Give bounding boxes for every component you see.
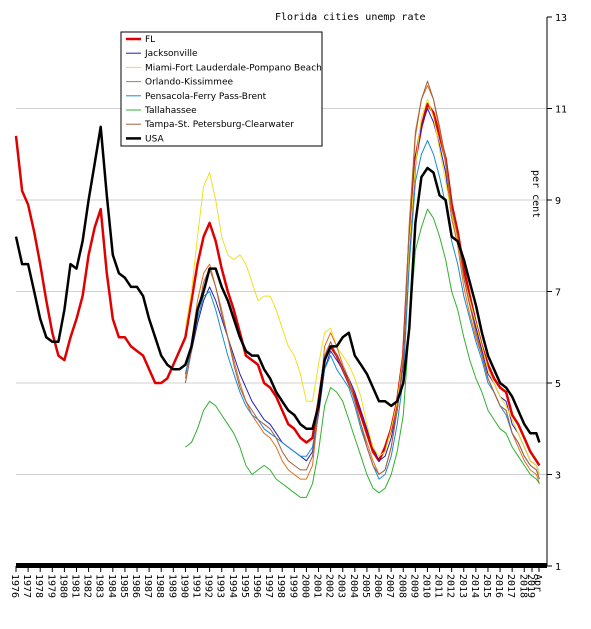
legend-label: Jacksonville xyxy=(144,49,198,59)
plot-series xyxy=(14,80,541,498)
x-tick-label: 2001 xyxy=(312,574,323,598)
x-tick-label: 1982 xyxy=(82,574,93,598)
x-tick-label: 2007 xyxy=(384,574,395,598)
x-tick-label: Apr xyxy=(532,574,543,592)
series-line-tallahassee xyxy=(185,208,540,498)
x-tick-label: 1990 xyxy=(178,574,189,598)
series-line-fl xyxy=(14,102,541,467)
x-tick-label: 1996 xyxy=(251,574,262,598)
x-tick-label: 1986 xyxy=(130,574,141,598)
x-tick-label: 1985 xyxy=(118,574,129,598)
x-axis-bar xyxy=(16,563,547,568)
x-tick-label: 1977 xyxy=(21,574,32,598)
x-tick-label: 2018 xyxy=(517,574,528,598)
x-tick-label: 2012 xyxy=(445,574,456,598)
legend: FL Jacksonville Miami-Fort Lauderdale-Pomp… xyxy=(120,31,323,147)
x-tick-label: 2009 xyxy=(408,574,419,598)
x-tick-label: 1983 xyxy=(94,574,105,598)
x-tick-label: 1988 xyxy=(154,574,165,598)
x-tick-label: 1992 xyxy=(203,574,214,598)
legend-label: Tallahassee xyxy=(144,106,197,116)
y-tick-label: 11 xyxy=(555,105,567,116)
x-tick-label: 2017 xyxy=(505,574,516,598)
x-tick-label: 1979 xyxy=(45,574,56,598)
y-tick-label: 1 xyxy=(555,562,561,573)
legend-label: FL xyxy=(145,35,155,45)
legend-label: Tampa-St. Petersburg-Clearwater xyxy=(144,120,294,130)
x-tick-label: 1993 xyxy=(215,574,226,598)
series-line-jacksonville xyxy=(184,108,540,475)
x-tick-label: 1989 xyxy=(166,574,177,598)
x-tick-label: 2019 xyxy=(525,574,536,598)
x-tick-label: 1976 xyxy=(9,574,20,598)
x-tick-label: 1978 xyxy=(33,574,44,598)
x-tick-label: 1999 xyxy=(287,574,298,598)
legend-label: Miami-Fort Lauderdale-Pompano Beach xyxy=(145,63,322,73)
x-tick-label: 2004 xyxy=(348,574,359,598)
x-axis-ticks: 1976 1977 1978 1979 1980 1981 1982 1983 1984 1985… xyxy=(9,566,543,598)
x-tick-label: 2013 xyxy=(457,574,468,598)
series-line-miami-fort-lauderdale-pompano-beach xyxy=(184,98,540,475)
y-tick-label: 3 xyxy=(555,471,561,482)
legend-label: USA xyxy=(145,134,164,144)
x-tick-label: 1994 xyxy=(227,574,238,598)
x-tick-label: 2005 xyxy=(360,574,371,598)
chart-title: Florida cities unemp rate xyxy=(275,12,426,23)
x-tick-label: 1984 xyxy=(106,574,117,598)
x-tick-label: 2002 xyxy=(324,574,335,598)
x-tick-label: 1998 xyxy=(275,574,286,598)
y-axis-label: per cent xyxy=(530,170,541,218)
legend-label: Pensacola-Ferry Pass-Brent xyxy=(145,92,267,102)
x-tick-label: 1987 xyxy=(142,574,153,598)
x-tick-label: 2003 xyxy=(336,574,347,598)
y-tick-label: 7 xyxy=(555,288,561,299)
x-tick-label: 2015 xyxy=(481,574,492,598)
y-tick-label: 13 xyxy=(555,13,567,24)
x-tick-label: 1991 xyxy=(191,574,202,598)
legend-box xyxy=(120,31,323,147)
x-tick-label: 2011 xyxy=(433,574,444,598)
x-tick-label: 2010 xyxy=(421,574,432,598)
x-tick-label: 1995 xyxy=(239,574,250,598)
x-tick-label: 2006 xyxy=(372,574,383,598)
x-tick-label: 2014 xyxy=(469,574,480,598)
x-tick-label: 2016 xyxy=(493,574,504,598)
x-tick-label: 1980 xyxy=(57,574,68,598)
y-tick-label: 5 xyxy=(555,379,561,390)
x-tick-label: 2000 xyxy=(299,574,310,598)
legend-label: Orlando-Kissimmee xyxy=(145,78,233,88)
series-line-usa xyxy=(14,125,541,443)
y-tick-label: 9 xyxy=(555,196,561,207)
series-line-tampa-st-petersburg-clearwater xyxy=(184,80,540,480)
x-tick-label: 1981 xyxy=(70,574,81,598)
x-tick-label: 1997 xyxy=(263,574,274,598)
x-tick-label: 2008 xyxy=(396,574,407,598)
series-line-pensacola-ferry-pass-brent xyxy=(184,140,540,480)
